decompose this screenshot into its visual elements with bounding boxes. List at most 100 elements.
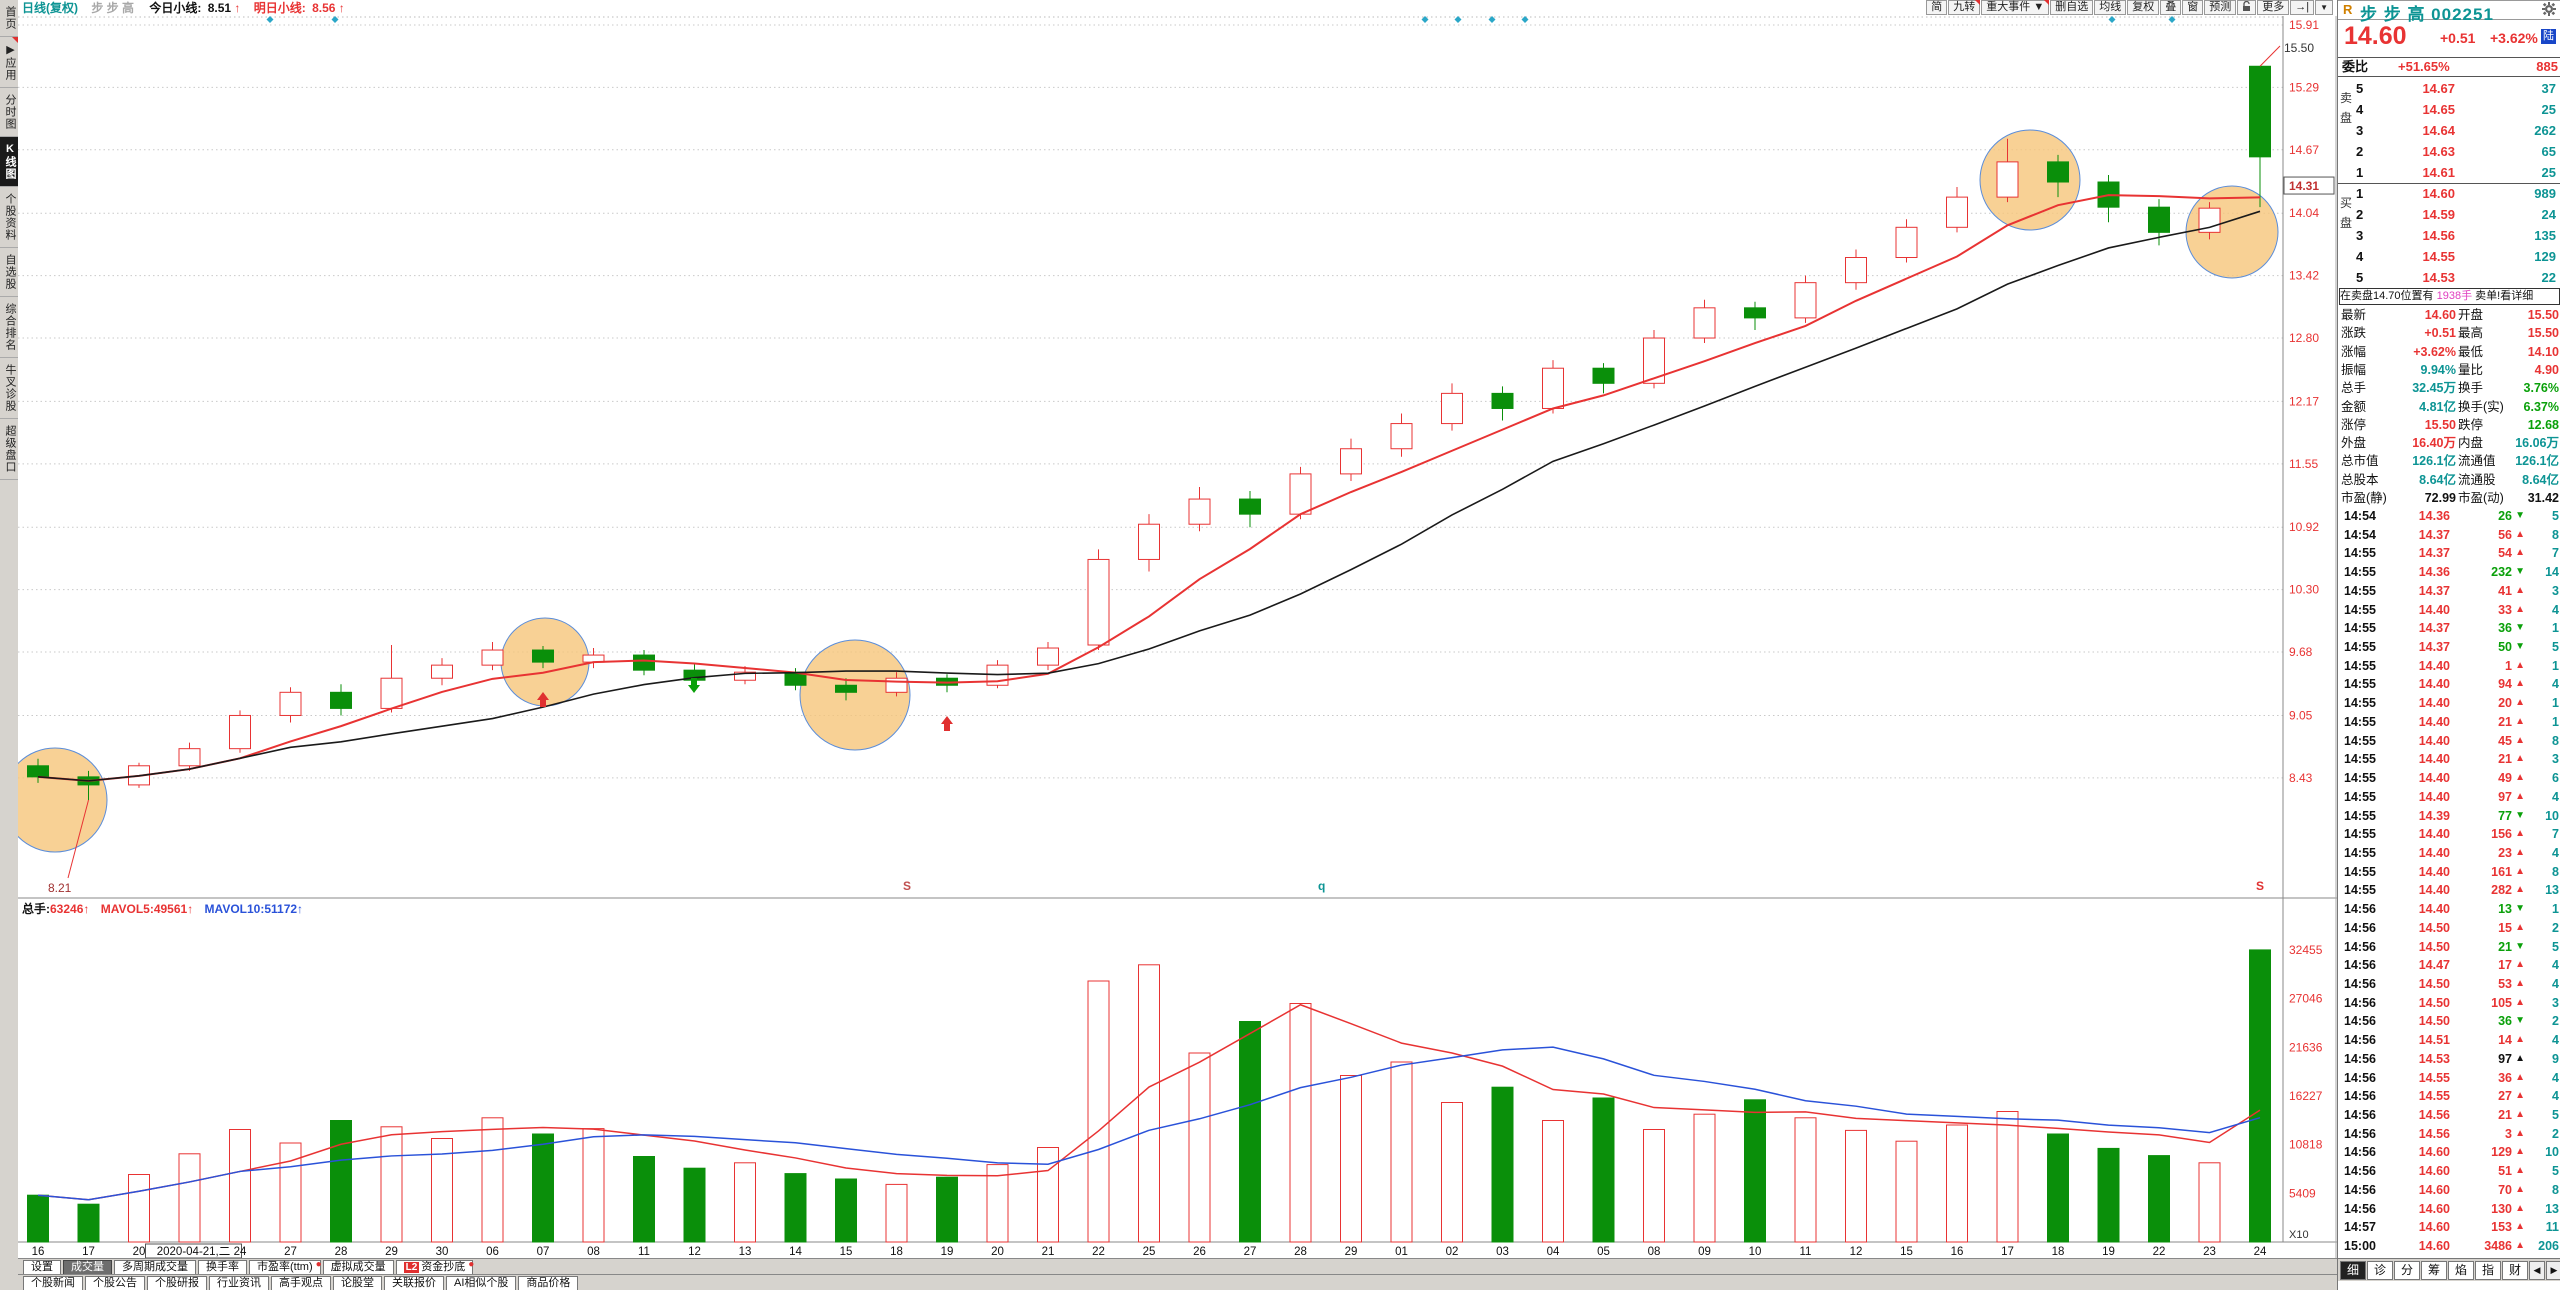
indicator-tab-换手率[interactable]: 换手率 bbox=[198, 1260, 247, 1275]
ask-level-2[interactable]: 2 14.63 65 bbox=[2352, 141, 2559, 162]
candle[interactable] bbox=[835, 684, 857, 693]
bid-level-1[interactable]: 1 14.60 989 bbox=[2352, 183, 2559, 204]
volume-bar[interactable] bbox=[734, 1162, 756, 1243]
volume-bar[interactable] bbox=[380, 1126, 403, 1243]
panel-tab-诊[interactable]: 诊 bbox=[2367, 1260, 2393, 1280]
candle[interactable] bbox=[1340, 448, 1362, 475]
candle[interactable] bbox=[2047, 161, 2069, 183]
candle[interactable] bbox=[885, 677, 908, 693]
toolbar-button-重大事件[interactable]: 重大事件 ▼ bbox=[1981, 0, 2050, 15]
sidebar-item-超级盘口[interactable]: 超级盘口 bbox=[0, 419, 18, 480]
toolbar-button-删自选[interactable]: 删自选 bbox=[2050, 0, 2094, 15]
event-diamond-icon[interactable] bbox=[266, 16, 274, 23]
volume-bar[interactable] bbox=[1188, 1052, 1211, 1243]
event-diamond-icon[interactable] bbox=[1521, 16, 1529, 23]
toolbar-button-复权[interactable]: 复权 bbox=[2127, 0, 2160, 15]
bid-level-3[interactable]: 3 14.56 135 bbox=[2352, 225, 2559, 246]
indicator-tab-成交量[interactable]: 成交量 bbox=[63, 1260, 112, 1275]
volume-bar[interactable] bbox=[1441, 1102, 1463, 1243]
candle[interactable] bbox=[1996, 161, 2019, 198]
indicator-tab-虚拟成交量[interactable]: 虚拟成交量 bbox=[322, 1260, 394, 1275]
indicator-tab-设置[interactable]: 设置 bbox=[23, 1260, 61, 1275]
event-diamond-icon[interactable] bbox=[1488, 16, 1496, 23]
tab-scroll-left-icon[interactable]: ◀ bbox=[2529, 1260, 2545, 1280]
toolbar-button-简[interactable]: 简 bbox=[1926, 0, 1948, 15]
candle[interactable] bbox=[633, 654, 655, 671]
bid-level-2[interactable]: 2 14.59 24 bbox=[2352, 204, 2559, 225]
indicator-tab-资金抄底[interactable]: L2 资金抄底 ● bbox=[395, 1259, 474, 1275]
panel-tab-细[interactable]: 细 bbox=[2340, 1260, 2366, 1280]
candle[interactable] bbox=[1289, 473, 1312, 515]
lock-icon[interactable] bbox=[2237, 0, 2257, 15]
candle[interactable] bbox=[481, 649, 504, 666]
news-tab-论股堂[interactable]: 论股堂 bbox=[333, 1276, 382, 1290]
candle[interactable] bbox=[1542, 367, 1564, 409]
sidebar-item-首页[interactable]: 首页 bbox=[0, 0, 18, 37]
candle[interactable] bbox=[1794, 282, 1817, 319]
event-diamond-icon[interactable] bbox=[2168, 16, 2176, 23]
sidebar-item-牛叉诊股[interactable]: 牛叉诊股 bbox=[0, 358, 18, 419]
volume-bar[interactable] bbox=[1542, 1120, 1564, 1243]
volume-bar[interactable] bbox=[986, 1164, 1009, 1243]
chart-marker[interactable]: S bbox=[2256, 879, 2264, 893]
indicator-tab-市盈率(ttm)[interactable]: 市盈率(ttm) ● bbox=[249, 1259, 322, 1275]
candle[interactable] bbox=[1188, 498, 1211, 525]
panel-tab-分[interactable]: 分 bbox=[2394, 1260, 2420, 1280]
candle[interactable] bbox=[178, 748, 201, 767]
toolbar-button-叠[interactable]: 叠 bbox=[2160, 0, 2182, 15]
news-tab-AI相似个股[interactable]: AI相似个股 bbox=[446, 1276, 517, 1290]
volume-bar[interactable] bbox=[77, 1203, 100, 1243]
indicator-tab-多周期成交量[interactable]: 多周期成交量 bbox=[114, 1260, 196, 1275]
candle[interactable] bbox=[1087, 558, 1110, 646]
sidebar-item-个股资料[interactable]: 个股资料 bbox=[0, 187, 18, 248]
event-diamond-icon[interactable] bbox=[1421, 16, 1429, 23]
volume-bar[interactable] bbox=[481, 1117, 504, 1243]
candle[interactable] bbox=[734, 671, 756, 681]
caret-down-icon[interactable]: ▼ bbox=[2315, 0, 2333, 15]
toolbar-button-窗[interactable]: 窗 bbox=[2182, 0, 2204, 15]
volume-bar[interactable] bbox=[1693, 1113, 1716, 1243]
chart-marker[interactable]: S bbox=[903, 879, 911, 893]
volume-bar[interactable] bbox=[936, 1176, 958, 1243]
period-label[interactable]: 日线(复权) bbox=[22, 1, 78, 15]
news-tab-个股研报[interactable]: 个股研报 bbox=[147, 1276, 207, 1290]
volume-bar[interactable] bbox=[178, 1153, 201, 1243]
candle[interactable] bbox=[330, 691, 352, 709]
volume-bar[interactable] bbox=[1946, 1124, 1968, 1243]
panel-tab-筹[interactable]: 筹 bbox=[2421, 1260, 2447, 1280]
volume-bar[interactable] bbox=[2198, 1162, 2221, 1243]
volume-bar[interactable] bbox=[1340, 1075, 1362, 1243]
volume-bar[interactable] bbox=[128, 1174, 150, 1243]
volume-bar[interactable] bbox=[1592, 1097, 1615, 1243]
tab-scroll-right-icon[interactable]: ▶ bbox=[2546, 1260, 2560, 1280]
panel-tab-焰[interactable]: 焰 bbox=[2448, 1260, 2474, 1280]
bid-level-4[interactable]: 4 14.55 129 bbox=[2352, 246, 2559, 267]
event-diamond-icon[interactable] bbox=[1454, 16, 1462, 23]
panel-tab-财[interactable]: 财 bbox=[2502, 1260, 2528, 1280]
event-diamond-icon[interactable] bbox=[2108, 16, 2116, 23]
volume-bar[interactable] bbox=[1794, 1117, 1817, 1243]
candle[interactable] bbox=[1946, 196, 1968, 228]
sidebar-item-K线图[interactable]: K线图 bbox=[0, 137, 18, 187]
sidebar-item-自选股[interactable]: 自选股 bbox=[0, 248, 18, 297]
volume-bar[interactable] bbox=[1744, 1099, 1766, 1243]
candle[interactable] bbox=[1845, 257, 1867, 284]
news-tab-个股公告[interactable]: 个股公告 bbox=[85, 1276, 145, 1290]
candle[interactable] bbox=[27, 765, 49, 778]
volume-bar[interactable] bbox=[2148, 1155, 2170, 1243]
volume-bar[interactable] bbox=[582, 1128, 605, 1243]
sidebar-item-综合排名[interactable]: 综合排名 bbox=[0, 297, 18, 358]
toolbar-button-均线[interactable]: 均线 bbox=[2094, 0, 2127, 15]
candle[interactable] bbox=[1491, 392, 1514, 409]
volume-bar[interactable] bbox=[633, 1156, 655, 1243]
panel-tab-指[interactable]: 指 bbox=[2475, 1260, 2501, 1280]
ask-level-5[interactable]: 5 14.67 37 bbox=[2352, 78, 2559, 99]
news-tab-商品价格[interactable]: 商品价格 bbox=[518, 1276, 579, 1290]
ask-level-3[interactable]: 3 14.64 262 bbox=[2352, 120, 2559, 141]
toolbar-button-九转[interactable]: 九转 bbox=[1948, 0, 1981, 15]
volume-bar[interactable] bbox=[2097, 1147, 2120, 1243]
candle[interactable] bbox=[380, 677, 403, 709]
candle[interactable] bbox=[1744, 307, 1766, 319]
